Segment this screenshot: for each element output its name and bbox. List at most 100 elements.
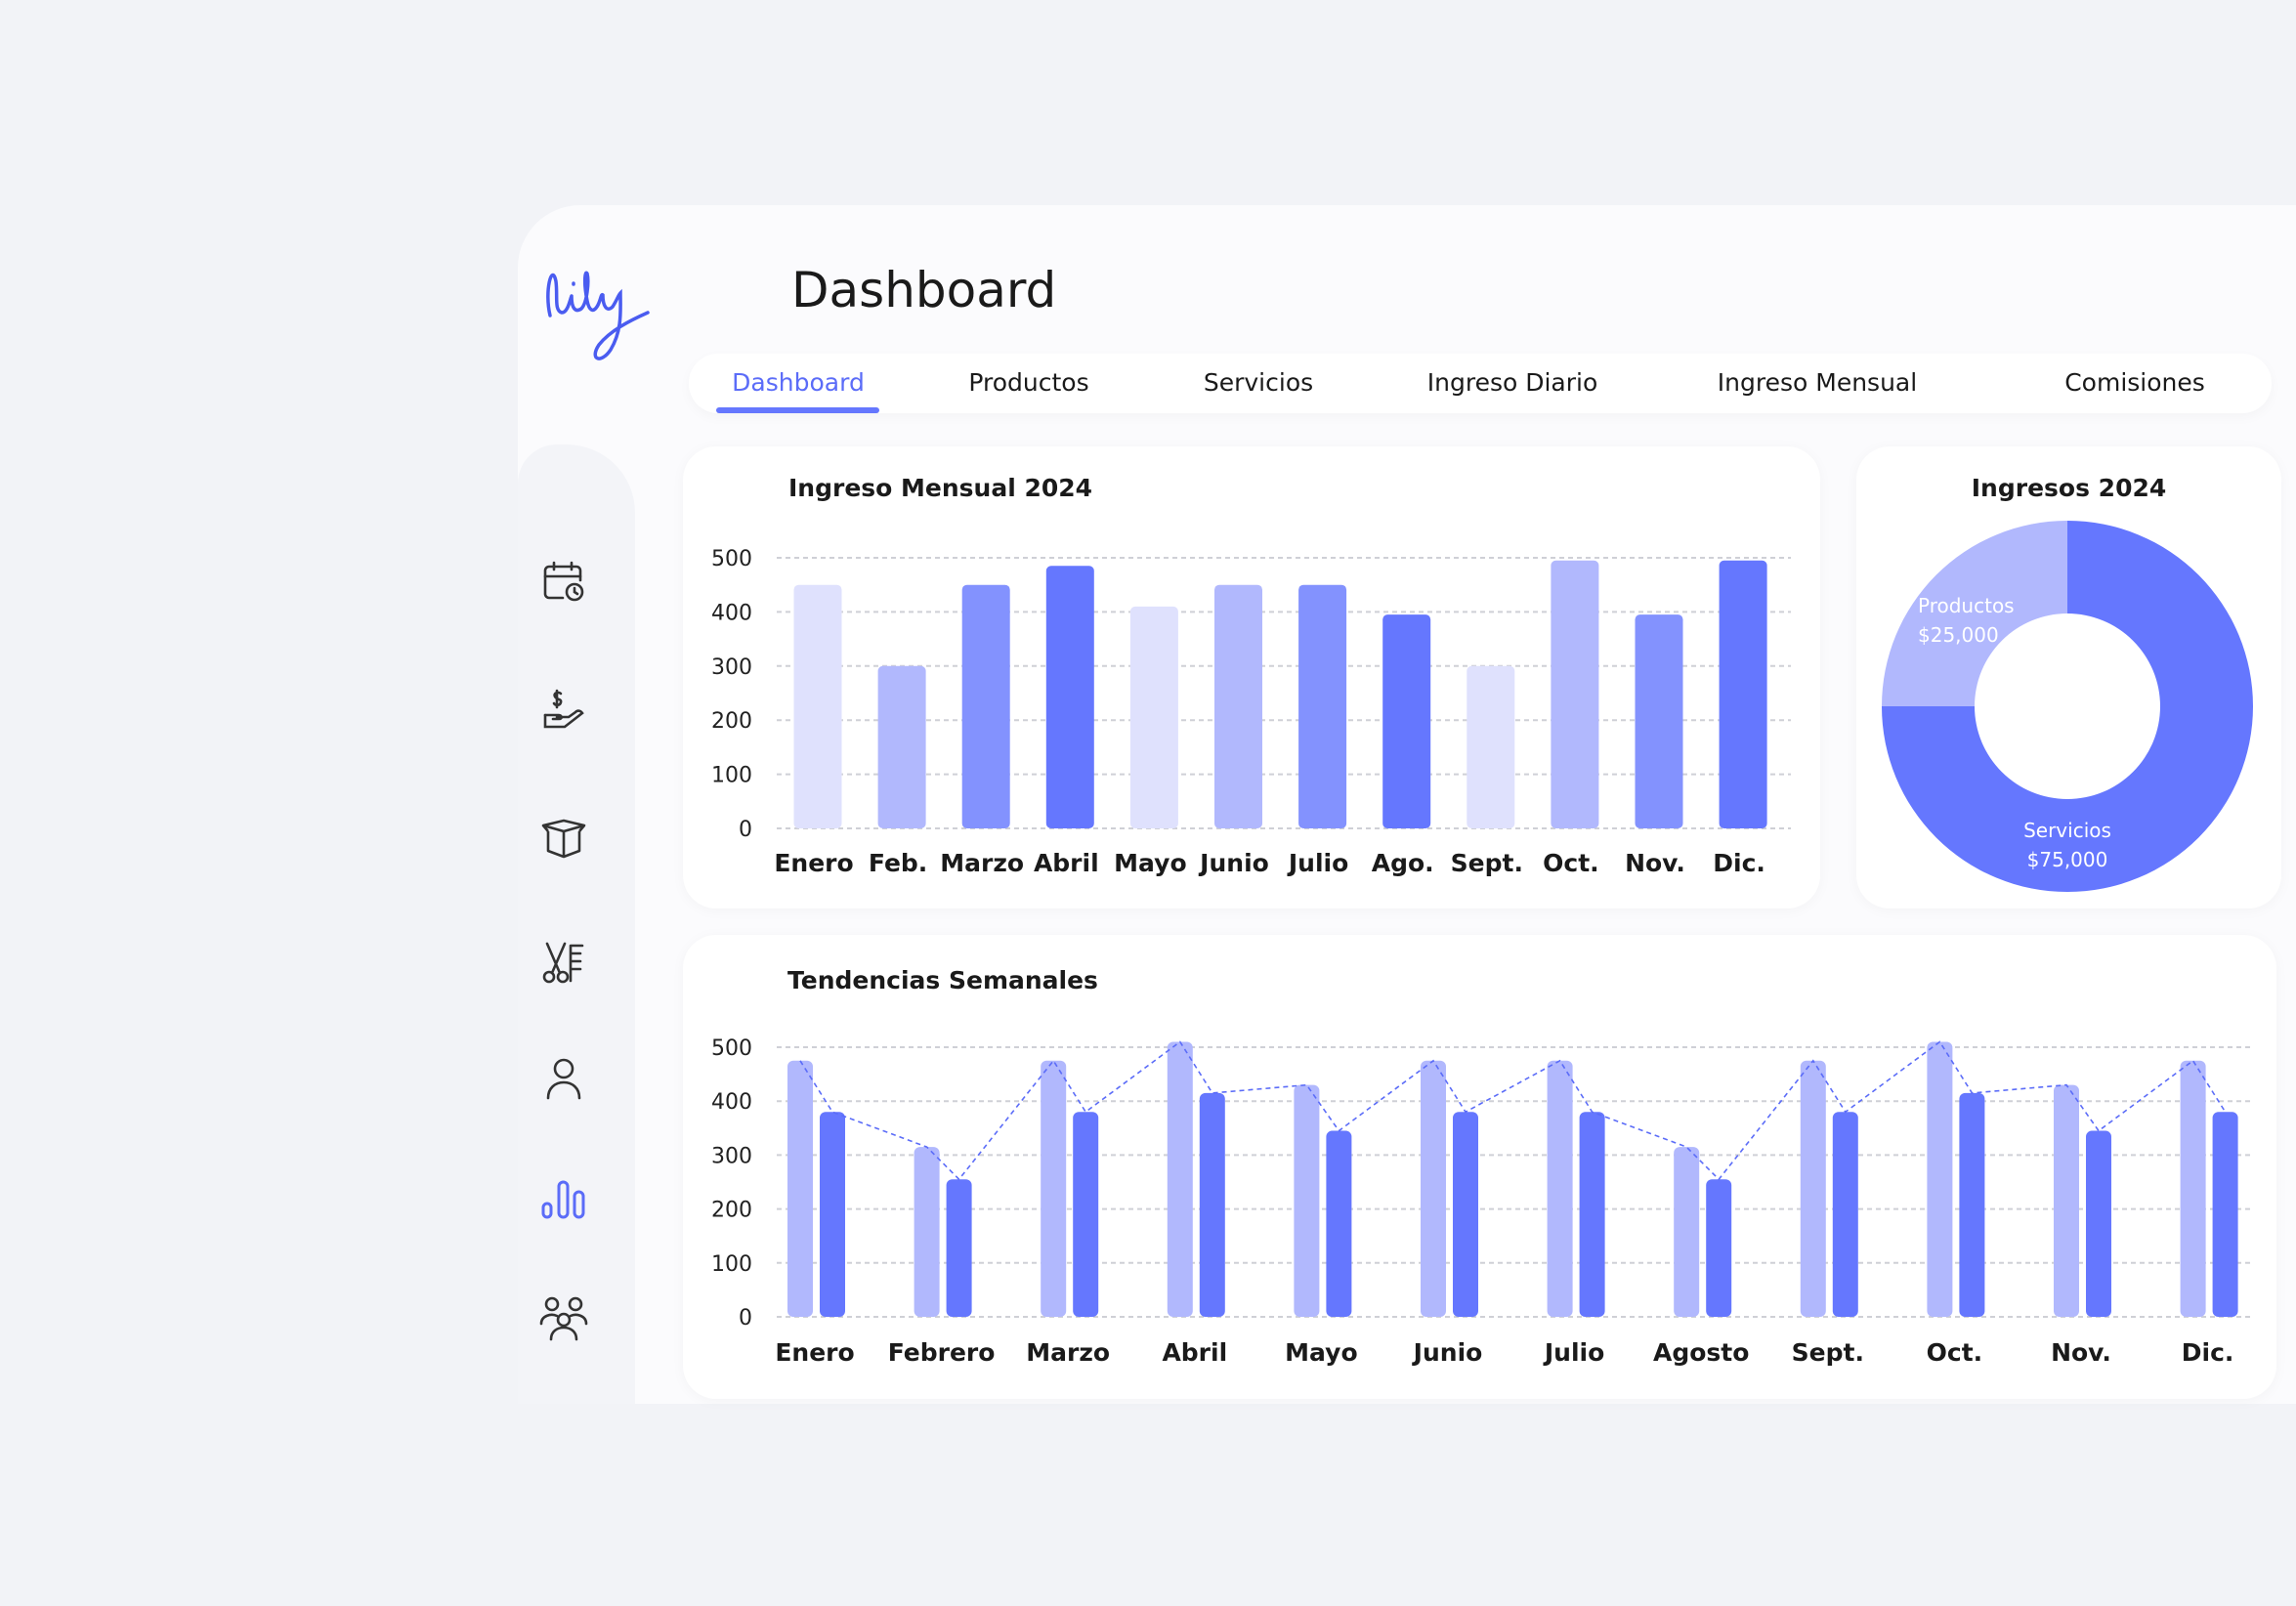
x-tick-label: Abril	[1162, 1338, 1227, 1367]
x-tick-label: Abril	[1034, 849, 1099, 877]
bar	[877, 665, 926, 828]
bar	[1298, 584, 1347, 828]
x-tick-label: Julio	[1287, 849, 1348, 877]
slice-value: $25,000	[1918, 623, 1999, 647]
bar-series-1	[1927, 1041, 1953, 1317]
x-tick-label: Agosto	[1653, 1338, 1749, 1367]
bar	[1129, 606, 1178, 828]
bar-series-1	[2054, 1084, 2079, 1317]
tab-bar: Dashboard Productos Servicios Ingreso Di…	[689, 354, 2272, 413]
bar	[961, 584, 1010, 828]
donut-slice-servicios	[1882, 521, 2253, 892]
page-title: Dashboard	[791, 262, 1057, 318]
bar-series-1	[787, 1060, 813, 1317]
x-tick-label: Marzo	[1026, 1338, 1110, 1367]
bar	[1551, 560, 1599, 828]
x-tick-label: Junio	[1198, 849, 1269, 877]
x-tick-label: Oct.	[1927, 1338, 1983, 1367]
x-tick-label: Sept.	[1451, 849, 1523, 877]
tab-comisiones[interactable]: Comisiones	[2064, 368, 2205, 397]
tab-ingreso-mensual[interactable]: Ingreso Mensual	[1717, 368, 1918, 397]
bar	[1045, 566, 1094, 828]
x-tick-label: Nov.	[2051, 1338, 2111, 1367]
tab-servicios[interactable]: Servicios	[1203, 368, 1314, 397]
tab-dashboard[interactable]: Dashboard	[732, 368, 865, 397]
box-icon[interactable]	[539, 814, 588, 863]
bar	[793, 584, 842, 828]
weekly-trends-card: Tendencias Semanales	[683, 935, 2276, 1399]
x-tick-label: Marzo	[940, 849, 1024, 877]
bar	[1719, 560, 1767, 828]
y-tick-label: 300	[711, 1144, 752, 1168]
x-tick-label: Enero	[775, 1338, 854, 1367]
users-group-icon[interactable]	[539, 1294, 588, 1343]
bar-series-1	[2180, 1060, 2206, 1317]
y-tick-label: 400	[711, 601, 752, 625]
bar-series-2	[2212, 1112, 2238, 1317]
y-tick-label: 0	[739, 1306, 752, 1331]
weekly-chart-title: Tendencias Semanales	[787, 966, 1098, 994]
bar-series-2	[1326, 1130, 1352, 1317]
x-tick-label: Nov.	[1625, 849, 1685, 877]
bar	[1635, 614, 1683, 828]
bar-series-2	[2086, 1130, 2111, 1317]
bar-series-2	[820, 1112, 845, 1317]
x-tick-label: Oct.	[1543, 849, 1599, 877]
calendar-clock-icon[interactable]	[539, 557, 588, 606]
bar-chart-icon[interactable]	[539, 1174, 588, 1223]
slice-label: Servicios	[2023, 819, 2111, 842]
x-tick-label: Mayo	[1114, 849, 1186, 877]
tab-ingreso-diario[interactable]: Ingreso Diario	[1426, 368, 1598, 397]
x-tick-label: Feb.	[869, 849, 927, 877]
scissors-comb-icon[interactable]	[539, 938, 588, 987]
x-tick-label: Mayo	[1285, 1338, 1357, 1367]
y-tick-label: 100	[711, 1252, 752, 1277]
bar-series-1	[1041, 1060, 1067, 1317]
x-tick-label: Dic.	[1713, 849, 1765, 877]
donut-chart-title: Ingresos 2024	[1971, 474, 2167, 502]
x-tick-label: Sept.	[1792, 1338, 1864, 1367]
slice-value: $75,000	[2027, 848, 2108, 871]
bar	[1467, 665, 1515, 828]
x-tick-label: Ago.	[1372, 849, 1434, 877]
bar-series-1	[1167, 1041, 1193, 1317]
monthly-chart-title: Ingreso Mensual 2024	[788, 474, 1093, 502]
bar-series-1	[1674, 1147, 1700, 1317]
y-tick-label: 500	[711, 1036, 752, 1061]
x-tick-label: Enero	[774, 849, 853, 877]
bar-series-2	[1073, 1112, 1099, 1317]
y-tick-label: 0	[739, 818, 752, 842]
bar-series-2	[1706, 1179, 1732, 1317]
bar-series-2	[1579, 1112, 1605, 1317]
y-tick-label: 200	[711, 709, 752, 734]
bar-series-1	[1800, 1060, 1826, 1317]
donut-slice-productos	[1882, 521, 2067, 706]
x-tick-label: Febrero	[888, 1338, 996, 1367]
y-tick-label: 100	[711, 764, 752, 788]
user-icon[interactable]	[539, 1055, 588, 1104]
slice-label: Productos	[1918, 594, 2015, 617]
y-tick-label: 500	[711, 547, 752, 571]
trend-line	[799, 1040, 2227, 1181]
lily-logo[interactable]	[542, 252, 655, 369]
bar-series-2	[946, 1179, 972, 1317]
active-tab-indicator	[716, 407, 879, 413]
bar-series-2	[1959, 1092, 1985, 1317]
bar-series-2	[1453, 1112, 1478, 1317]
x-tick-label: Junio	[1412, 1338, 1483, 1367]
bar-series-1	[914, 1147, 940, 1317]
y-tick-label: 200	[711, 1199, 752, 1223]
x-tick-label: Julio	[1543, 1338, 1604, 1367]
tab-productos[interactable]: Productos	[968, 368, 1089, 397]
bar	[1382, 614, 1431, 828]
y-tick-label: 400	[711, 1090, 752, 1115]
bar-series-1	[1421, 1060, 1446, 1317]
bar-series-1	[1547, 1060, 1573, 1317]
sidebar	[518, 444, 635, 1404]
x-tick-label: Dic.	[2182, 1338, 2234, 1367]
hand-dollar-icon[interactable]	[539, 686, 588, 735]
bar	[1214, 584, 1262, 828]
bar-series-2	[1199, 1092, 1225, 1317]
bar-series-2	[1832, 1112, 1858, 1317]
